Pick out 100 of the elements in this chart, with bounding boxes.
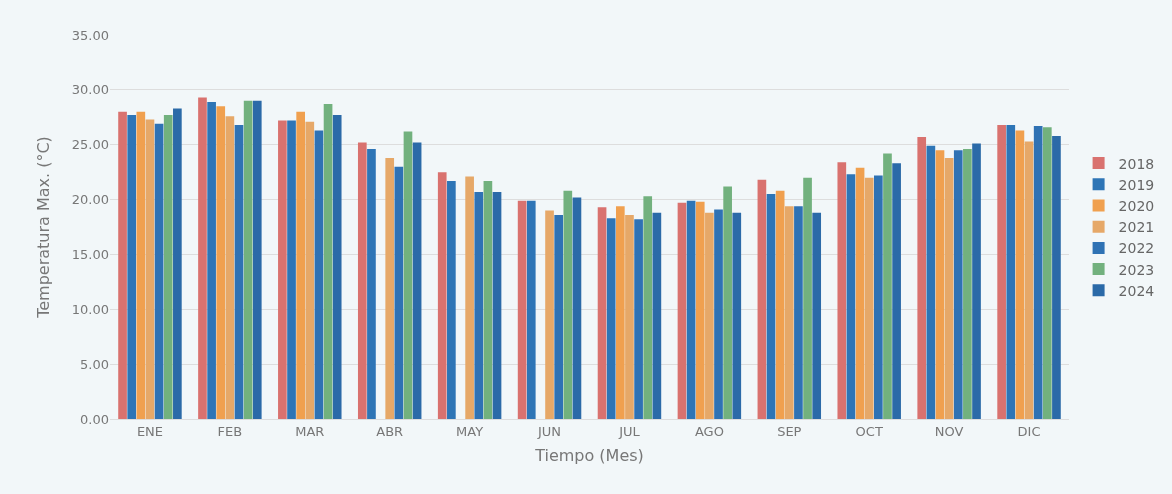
legend-label: 2024 [1118, 282, 1155, 299]
bar [917, 137, 927, 419]
bar [357, 142, 367, 419]
bar [803, 177, 812, 419]
bar [766, 194, 776, 419]
bar [677, 202, 687, 419]
bar [705, 212, 714, 419]
x-tick-label: JUL [618, 423, 641, 439]
bar [874, 175, 883, 419]
bar [963, 149, 972, 419]
bar [846, 174, 856, 419]
bar [483, 180, 493, 419]
bar [154, 123, 164, 419]
legend-label: 2019 [1118, 176, 1155, 193]
bar [563, 190, 573, 419]
bar [652, 212, 662, 419]
legend-label: 2021 [1118, 219, 1155, 236]
bar [526, 200, 536, 419]
bar [935, 150, 945, 419]
x-tick-label: ENE [136, 423, 164, 439]
x-tick-label: SEP [777, 423, 802, 439]
bar [643, 196, 653, 419]
bar [1052, 135, 1061, 419]
bar [278, 120, 287, 419]
bar [615, 206, 625, 419]
bar [926, 145, 936, 419]
bar [474, 191, 484, 419]
x-tick-label: OCT [855, 423, 883, 439]
bar [944, 157, 954, 419]
bar [127, 115, 137, 419]
bar [837, 162, 847, 419]
bar [686, 200, 696, 419]
bar [394, 166, 404, 419]
y-tick-label: 35.00 [71, 27, 109, 43]
bar [323, 104, 333, 419]
x-tick-label: AGO [694, 423, 724, 439]
bar [305, 121, 315, 419]
bar [572, 197, 582, 419]
y-tick-label: 20.00 [71, 192, 109, 208]
bar [545, 210, 554, 419]
bar [1015, 130, 1025, 419]
legend-label: 2020 [1118, 197, 1155, 214]
legend-label: 2022 [1118, 240, 1155, 257]
bar [723, 186, 732, 419]
x-tick-label: MAY [456, 423, 484, 439]
bar [883, 153, 892, 419]
bar [252, 100, 262, 419]
bar [784, 206, 794, 419]
bar [332, 115, 342, 419]
bar [757, 179, 767, 419]
bar [412, 142, 422, 419]
bar [492, 191, 502, 419]
bar [517, 200, 527, 419]
bar [634, 219, 643, 419]
bar [118, 111, 127, 419]
bar [225, 116, 235, 419]
bar [437, 172, 447, 419]
bar [972, 143, 981, 419]
y-tick-label: 25.00 [71, 137, 109, 153]
bar [892, 163, 901, 419]
bar [597, 207, 607, 419]
x-axis-title: Tiempo (Mes) [534, 446, 644, 466]
bar [1024, 141, 1034, 419]
bar [864, 177, 874, 419]
bar [198, 97, 207, 419]
y-tick-label: 0.00 [80, 411, 109, 427]
bar [385, 157, 395, 419]
bar [794, 206, 803, 419]
bar [367, 149, 376, 419]
bar [216, 106, 226, 419]
bar [625, 214, 634, 419]
bar [855, 167, 865, 419]
bar [447, 180, 456, 419]
x-tick-label: NOV [934, 423, 964, 439]
bar [243, 100, 253, 419]
bar [145, 119, 155, 419]
y-tick-label: 5.00 [80, 356, 109, 372]
y-tick-label: 10.00 [71, 301, 109, 317]
bar [1042, 127, 1052, 419]
bar [136, 111, 146, 419]
bar [465, 176, 474, 419]
bar [296, 111, 305, 419]
x-tick-label: FEB [217, 423, 243, 439]
bar [234, 124, 244, 419]
bar [314, 130, 324, 419]
bar [173, 108, 182, 419]
bar [606, 218, 616, 419]
bar [207, 101, 216, 419]
bar [997, 124, 1006, 419]
legend-label: 2018 [1118, 155, 1155, 172]
y-tick-label: 15.00 [71, 246, 109, 262]
x-tick-label: ABR [376, 423, 404, 439]
x-tick-label: MAR [295, 423, 325, 439]
bar [714, 209, 723, 419]
bar [732, 212, 742, 419]
bar [287, 120, 296, 419]
bar [695, 201, 705, 419]
bar [163, 115, 173, 419]
y-tick-label: 30.00 [71, 82, 109, 98]
bar [403, 131, 413, 419]
